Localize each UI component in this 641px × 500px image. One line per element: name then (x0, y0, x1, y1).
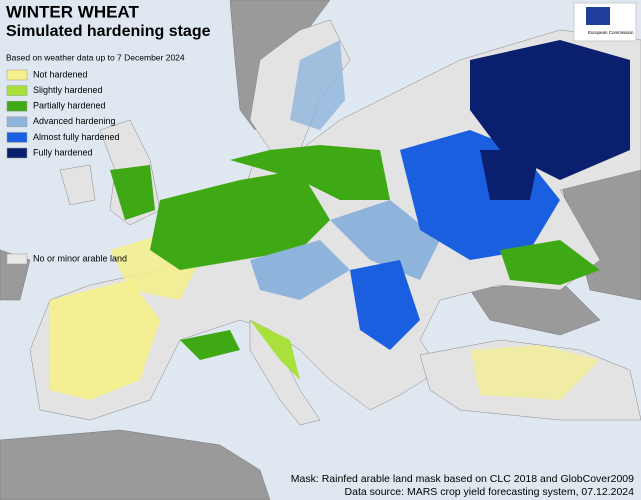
legend-swatch (6, 147, 28, 159)
legend-swatch (6, 100, 28, 112)
subtitle: Simulated hardening stage (6, 23, 211, 40)
hardening-pattern (50, 40, 630, 400)
legend-label: Slightly hardened (33, 85, 103, 95)
legend: Not hardened Slightly hardened Partially h… (6, 69, 127, 265)
footer-source: Data source: MARS crop yield forecasting… (345, 486, 635, 498)
legend-label: No or minor arable land (33, 253, 127, 263)
footer-mask: Mask: Rainfed arable land mask based on … (291, 473, 634, 485)
note: Based on weather data up to 7 December 2… (6, 52, 185, 62)
legend-swatch (6, 85, 28, 96)
legend-label: Fully hardened (33, 147, 93, 157)
legend-label: Partially hardened (33, 101, 106, 111)
title: WINTER WHEAT (6, 2, 139, 21)
logo-text: European Commission (588, 30, 634, 35)
legend-label: Not hardened (33, 69, 88, 79)
legend-swatch (6, 116, 28, 128)
legend-label: Advanced hardening (33, 116, 116, 126)
legend-swatch (6, 132, 28, 143)
legend-label: Almost fully hardened (33, 132, 120, 142)
legend-swatch (6, 253, 28, 265)
legend-swatch (6, 69, 28, 81)
eu-flag (586, 7, 610, 25)
